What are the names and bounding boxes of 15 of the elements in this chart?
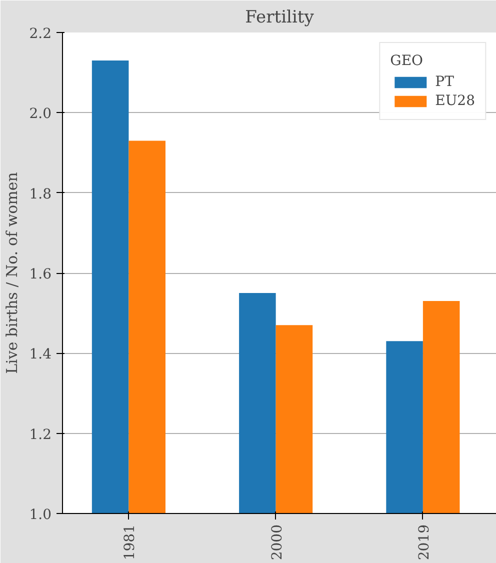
legend-label: EU28 bbox=[435, 93, 475, 109]
x-tick-label: 2000 bbox=[269, 524, 286, 560]
y-tick-label: 1.6 bbox=[29, 266, 52, 282]
legend-title: GEO bbox=[390, 53, 424, 69]
y-tick-label: 1.0 bbox=[29, 507, 52, 523]
y-tick-label: 1.4 bbox=[29, 346, 52, 363]
legend-label: PT bbox=[435, 74, 455, 90]
y-tick-label: 1.2 bbox=[29, 426, 52, 443]
y-axis-title: Live births / No. of women bbox=[3, 172, 22, 374]
y-tick-label: 1.8 bbox=[29, 186, 52, 202]
y-tick-label: 2.0 bbox=[29, 106, 52, 122]
x-tick-label: 1981 bbox=[122, 524, 138, 560]
x-tick-label: 2019 bbox=[416, 524, 432, 560]
chart-title: Fertility bbox=[245, 8, 314, 28]
y-tick-label: 2.2 bbox=[29, 26, 52, 42]
